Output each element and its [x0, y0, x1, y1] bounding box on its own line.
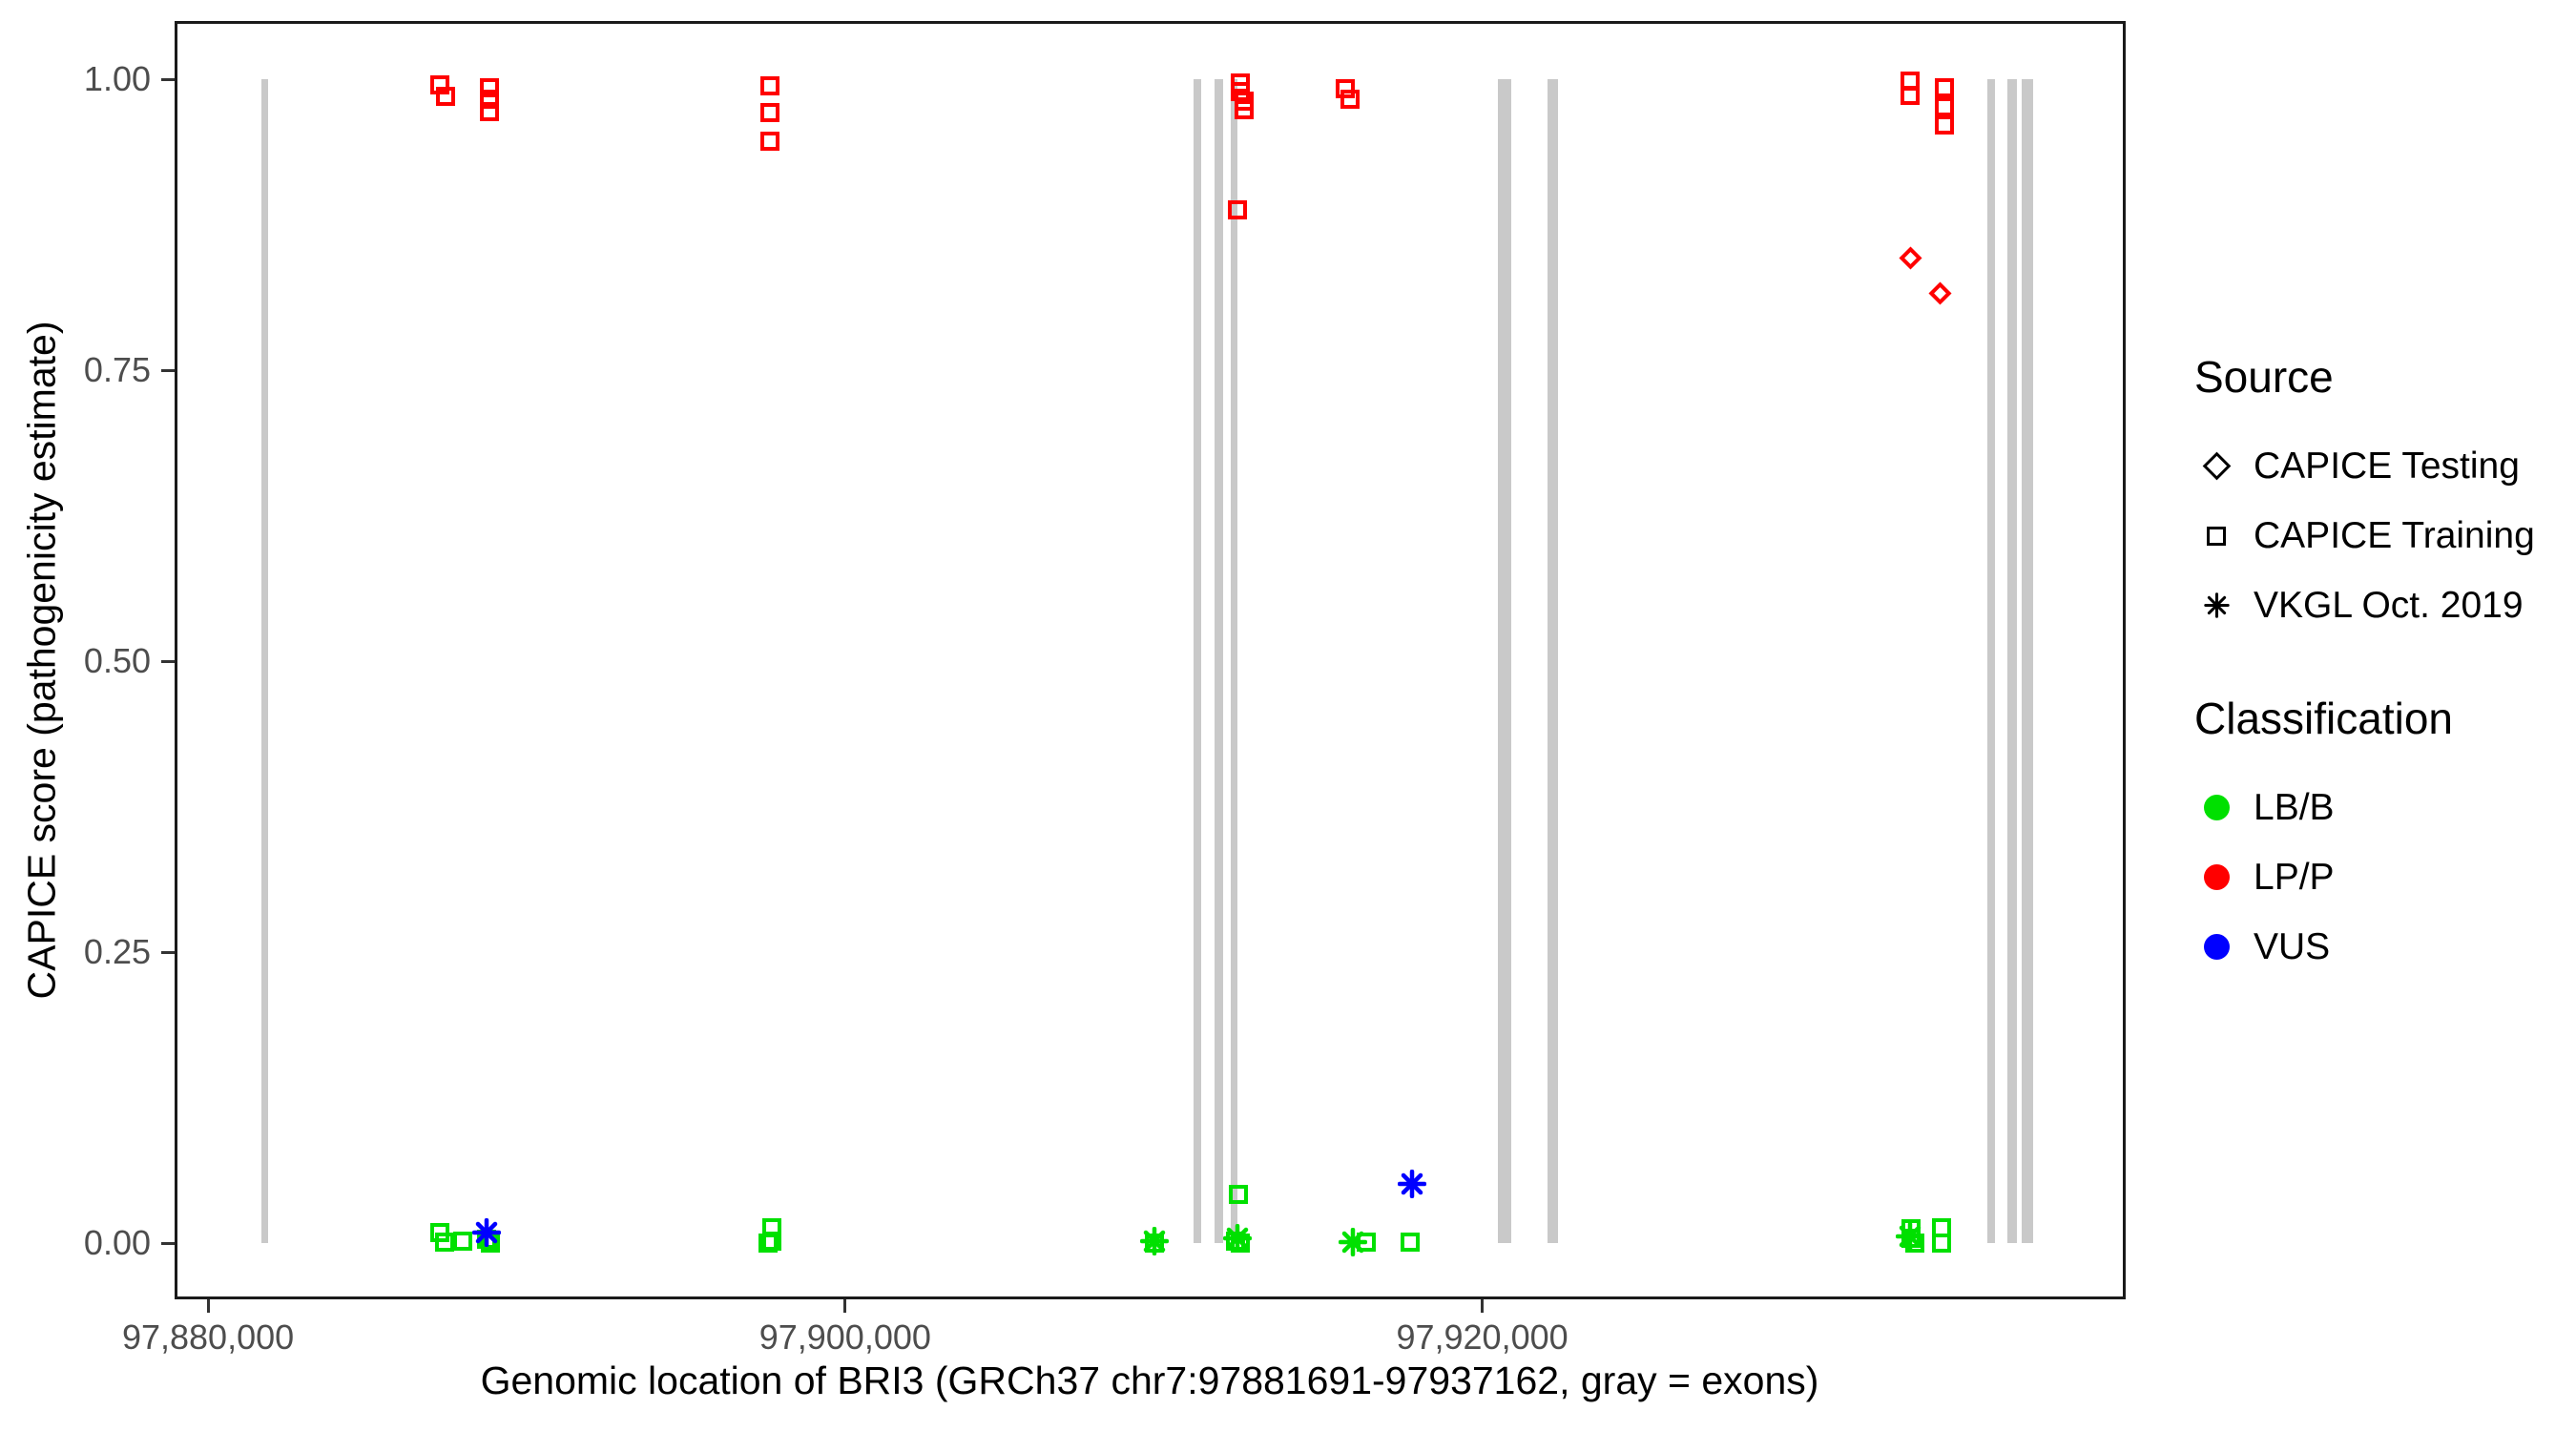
legend-source: Source CAPICE Testing CAPICE Training VKG…	[2194, 351, 2566, 640]
y-tick-mark	[161, 950, 175, 954]
data-point-square	[758, 1234, 778, 1253]
asterisk-icon	[1139, 1226, 1170, 1255]
y-tick-label: 1.00	[83, 59, 151, 98]
y-tick-mark	[161, 1241, 175, 1245]
exon-bar	[260, 79, 268, 1243]
legend-item-label: CAPICE Training	[2254, 514, 2535, 556]
legend-classification-items: LB/B LP/P VUS	[2194, 773, 2566, 982]
data-point-square	[762, 1231, 782, 1251]
circle-icon	[2203, 934, 2230, 960]
data-point-square	[1900, 86, 1920, 106]
data-point-square	[1934, 77, 1954, 97]
legend-item: CAPICE Training	[2194, 501, 2566, 570]
square-icon	[2207, 526, 2226, 546]
asterisk-icon	[471, 1217, 502, 1248]
data-point-square	[760, 131, 780, 151]
data-point-asterisk	[1222, 1223, 1253, 1257]
diamond-icon	[2202, 451, 2231, 481]
exon-bar	[1214, 79, 1223, 1243]
exon-bar	[1193, 79, 1201, 1243]
x-tick-label: 97,880,000	[121, 1317, 295, 1357]
legend-item: VKGL Oct. 2019	[2194, 570, 2566, 640]
data-point-square	[760, 103, 780, 123]
data-point-square	[1934, 97, 1954, 117]
asterisk-icon	[1895, 1221, 1925, 1251]
y-tick-label: 0.00	[83, 1223, 151, 1262]
legend-source-items: CAPICE Testing CAPICE Training VKGL Oct. …	[2194, 431, 2566, 640]
plot-panel	[175, 21, 2126, 1299]
legend-glyph-box	[2194, 526, 2238, 546]
circle-icon	[2203, 864, 2230, 890]
x-axis-title: Genomic location of BRI3 (GRCh37 chr7:97…	[480, 1358, 1819, 1402]
data-point-square	[1335, 78, 1355, 98]
data-point-diamond	[1927, 281, 1952, 305]
circle-icon	[2203, 795, 2230, 820]
exon-bar	[1987, 79, 1996, 1243]
legend-item-label: LP/P	[2254, 856, 2335, 898]
data-point-square	[480, 77, 500, 97]
data-point-square	[480, 102, 500, 122]
legend-item-label: CAPICE Testing	[2254, 445, 2520, 487]
legend-glyph-box	[2194, 795, 2238, 820]
legend-glyph-box	[2194, 592, 2238, 618]
asterisk-icon	[1222, 1223, 1253, 1254]
legend-item-label: LB/B	[2254, 786, 2335, 828]
data-point-square	[760, 76, 780, 96]
y-tick-label: 0.50	[83, 641, 151, 680]
asterisk-icon	[1397, 1169, 1427, 1199]
y-tick-label: 0.75	[83, 350, 151, 389]
x-tick-mark	[843, 1299, 847, 1313]
legend-item: CAPICE Testing	[2194, 431, 2566, 501]
legend-glyph-box	[2194, 451, 2238, 481]
data-point-square	[480, 89, 500, 109]
legend-item: VUS	[2194, 912, 2566, 982]
asterisk-icon	[2203, 592, 2230, 618]
legend-classification: Classification LB/B LP/P VUS	[2194, 693, 2566, 982]
data-point-square	[436, 87, 456, 107]
data-point-asterisk	[1895, 1221, 1925, 1255]
data-point-square	[435, 1232, 455, 1252]
data-point-square	[1400, 1232, 1420, 1252]
data-point-square	[1934, 114, 1954, 135]
legend-glyph-box	[2194, 934, 2238, 960]
x-tick-label: 97,900,000	[758, 1317, 931, 1357]
legend-item-label: VKGL Oct. 2019	[2254, 584, 2524, 626]
y-tick-mark	[161, 659, 175, 663]
data-point-square	[453, 1231, 473, 1251]
exon-bar	[1230, 79, 1237, 1243]
y-axis-title: CAPICE score (pathogenicity estimate)	[19, 321, 64, 1000]
legend-glyph-box	[2194, 864, 2238, 890]
data-point-square	[1228, 1184, 1248, 1204]
data-point-diamond	[1899, 246, 1922, 270]
y-tick-mark	[161, 77, 175, 81]
asterisk-icon	[1338, 1227, 1367, 1257]
exon-bar	[2007, 79, 2018, 1243]
data-point-asterisk	[1397, 1169, 1427, 1203]
x-tick-label: 97,920,000	[1396, 1317, 1568, 1357]
data-point-square	[1227, 199, 1247, 219]
legend-item-label: VUS	[2254, 925, 2331, 967]
legend-title: Source	[2194, 352, 2334, 402]
legend-title: Classification	[2194, 694, 2453, 743]
legend-item: LB/B	[2194, 773, 2566, 842]
exon-bar	[1547, 79, 1558, 1243]
data-point-square	[1340, 89, 1360, 109]
x-tick-mark	[1481, 1299, 1485, 1313]
exon-bar	[2022, 79, 2034, 1243]
legend-item: LP/P	[2194, 842, 2566, 912]
data-point-asterisk	[1338, 1227, 1367, 1261]
exon-bar	[1497, 79, 1511, 1243]
data-point-asterisk	[1139, 1226, 1170, 1260]
y-tick-label: 0.25	[83, 932, 151, 971]
data-point-square	[1234, 99, 1254, 119]
data-point-square	[1932, 1234, 1952, 1253]
y-tick-mark	[161, 368, 175, 372]
data-point-asterisk	[471, 1217, 502, 1252]
x-tick-mark	[206, 1299, 210, 1313]
